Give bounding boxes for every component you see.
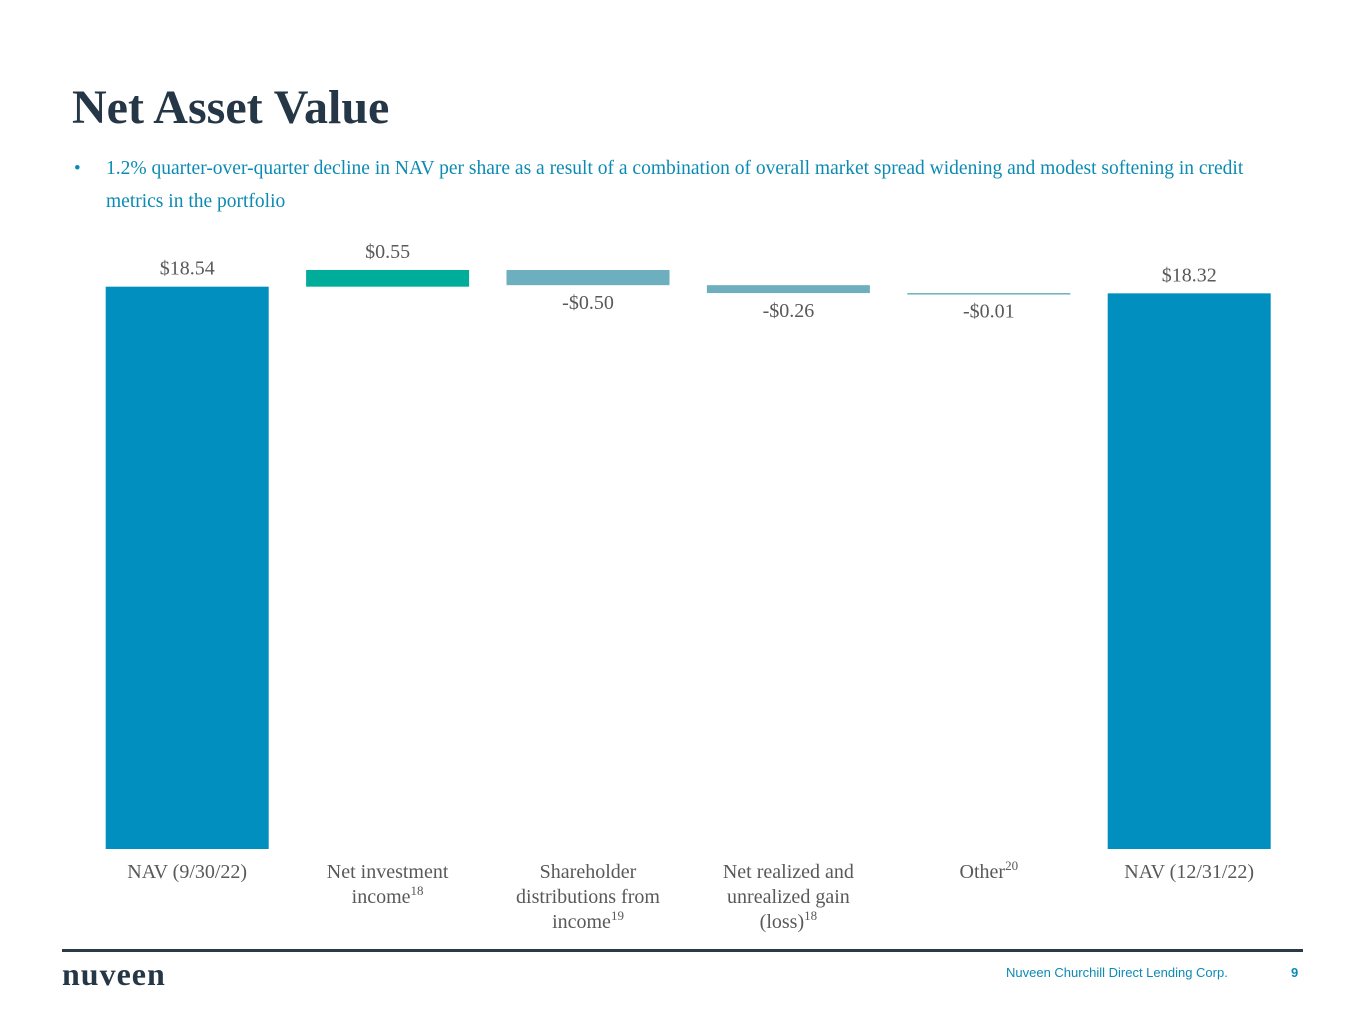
logo: nuveen	[62, 956, 166, 992]
footnote-ref: 18	[804, 908, 818, 923]
category-label: Other20	[899, 858, 1079, 885]
bar	[1107, 293, 1271, 849]
category-label: Net realized and unrealized gain (loss)1…	[698, 860, 878, 935]
value-label: $18.32	[1162, 264, 1217, 286]
category-text: NAV (9/30/22)	[127, 861, 248, 883]
bar	[105, 286, 269, 849]
footnote-ref: 20	[1005, 858, 1019, 873]
bullet-marker: •	[74, 158, 81, 179]
footnote-ref: 19	[610, 908, 624, 923]
bar	[706, 285, 870, 294]
title: Net Asset Value	[72, 81, 390, 134]
value-label: -$0.26	[763, 300, 815, 322]
footer-text: Nuveen Churchill Direct Lending Corp.	[1006, 965, 1228, 980]
bar	[506, 270, 670, 286]
page-number: 9	[1291, 965, 1299, 980]
value-label: -$0.50	[562, 292, 614, 314]
category-text: Net realized and unrealized gain (loss)	[722, 861, 854, 933]
category-label: NAV (12/31/22)	[1099, 860, 1279, 885]
category-label: Shareholder distributions from income19	[498, 860, 678, 935]
footnote-ref: 18	[410, 883, 424, 898]
footer-rule	[62, 949, 1303, 952]
category-label: Net investment income18	[298, 860, 478, 910]
bar	[907, 293, 1071, 295]
category-text: NAV (12/31/22)	[1124, 861, 1255, 883]
category-text: Net investment income	[326, 861, 449, 908]
category-label: NAV (9/30/22)	[97, 860, 277, 885]
category-text: Other	[959, 861, 1006, 883]
category-text: Shareholder distributions from income	[516, 861, 660, 933]
bar	[306, 270, 470, 287]
value-label: $0.55	[365, 241, 410, 263]
value-label: -$0.01	[963, 300, 1015, 322]
bullet: 1.2% quarter-over-quarter decline in NAV…	[106, 158, 1244, 212]
value-label: $18.54	[160, 258, 215, 280]
